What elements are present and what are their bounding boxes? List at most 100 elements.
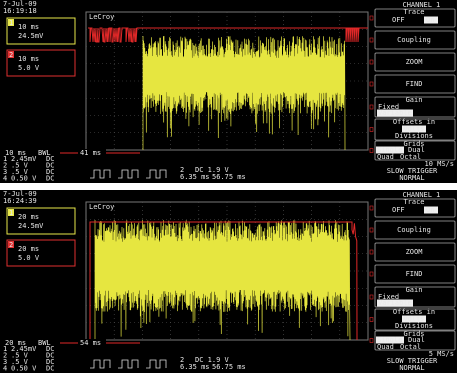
menu-option: Fixed: [378, 293, 399, 301]
timebase: 20 ms: [5, 339, 26, 347]
yellow-trace: [142, 35, 346, 151]
menu-grids-button[interactable]: [374, 330, 456, 351]
bwl: BWL: [38, 149, 51, 157]
menu-gain-button[interactable]: [374, 286, 456, 308]
channel-row-scale: .5 V: [11, 162, 29, 170]
channel-row-scale: 2.45mV: [11, 345, 37, 353]
menu-highlight: [376, 336, 404, 344]
menu-trace-button[interactable]: [374, 8, 456, 28]
channel-number: 2: [9, 51, 13, 59]
channel-row-scale: 0.50 V: [11, 365, 37, 373]
menu-highlight: [376, 146, 404, 154]
trigger-level: DC 1.9 V: [195, 166, 230, 174]
channel-number: 1: [9, 209, 13, 217]
menu-marker: [369, 15, 374, 21]
menu-label: FIND: [406, 80, 423, 88]
menu-marker: [369, 227, 374, 233]
menu-option-selected: Variable: [378, 109, 412, 117]
channel-badge: [8, 51, 14, 58]
menu-marker: [369, 59, 374, 65]
menu-label: Gain: [406, 286, 423, 294]
date: 7-Jul-09: [3, 0, 37, 8]
menu-trace-button[interactable]: [374, 198, 456, 218]
cursor-bg: [78, 149, 106, 157]
menu-marker: [369, 104, 374, 110]
channel-box: [6, 49, 76, 77]
trigger-delay: 6.35 ms: [180, 173, 210, 181]
menu-option-selected: On: [426, 206, 434, 214]
trigger-icons: [90, 169, 167, 179]
menu-label: ZOOM: [406, 248, 423, 256]
menu-label: Coupling: [397, 226, 431, 234]
menu-marker: [369, 271, 374, 277]
channel-row-number: 1: [3, 345, 7, 353]
channel-row-coupling: DC: [46, 168, 54, 176]
menu-option-selected: Single: [377, 336, 402, 344]
channel-row-coupling: DC: [46, 155, 54, 163]
menu-gain-button[interactable]: [374, 96, 456, 118]
date: 7-Jul-09: [3, 190, 37, 198]
channel-scale: 24.5mV: [18, 222, 44, 230]
menu-marker: [369, 317, 374, 322]
menu-option-selected: Volts: [403, 125, 424, 133]
channel-row-number: 3: [3, 168, 7, 176]
red-trace: [88, 27, 368, 43]
menu-option-selected: Single: [377, 146, 402, 154]
menu-label: ZOOM: [406, 58, 423, 66]
channel-box: [6, 17, 76, 45]
menu-marker: [369, 37, 374, 43]
menu-find-button[interactable]: [374, 264, 456, 284]
menu-coupling-button[interactable]: [374, 30, 456, 50]
menu-option: Dual: [408, 146, 425, 154]
menu-label: Gain: [406, 96, 423, 104]
bwl: BWL: [38, 339, 51, 347]
trigger-mode: SLOW TRIGGER: [387, 357, 438, 365]
menu-option-selected: Volts: [403, 315, 424, 323]
menu-marker: [369, 205, 374, 211]
menu-marker: [369, 81, 374, 87]
channel-box: [6, 239, 76, 267]
menu-label: Coupling: [397, 36, 431, 44]
menu-option: Quad: [377, 343, 394, 351]
menu-coupling-button[interactable]: [374, 220, 456, 240]
channel-row-scale: .5 V: [11, 168, 29, 176]
menu-zoom-button[interactable]: [374, 242, 456, 262]
cursor: 54 ms: [80, 339, 101, 347]
trigger-level: DC 1.9 V: [195, 356, 230, 364]
menu-marker: [369, 127, 374, 132]
menu-label: FIND: [406, 270, 423, 278]
channel-scale: 5.0 V: [18, 64, 40, 72]
channel-row-coupling: DC: [46, 358, 54, 366]
channel-row-scale: .5 V: [11, 352, 29, 360]
menu-option-selected: Variable: [378, 299, 412, 307]
menu-marker: [369, 249, 374, 255]
menu-label: Grids: [403, 140, 424, 148]
menu-title: CHANNEL: [402, 191, 432, 199]
channel-row-coupling: DC: [46, 175, 54, 183]
menu-option: OFF: [392, 16, 405, 24]
menu-offsets-button[interactable]: [374, 308, 456, 331]
channel-scale: 24.5mV: [18, 32, 44, 40]
menu-marker: [369, 294, 374, 300]
menu-grids-button[interactable]: [374, 140, 456, 161]
channel-row-number: 1: [3, 155, 7, 163]
menu-highlight: [402, 125, 426, 133]
trigger-source: 2: [180, 166, 184, 174]
menu-highlight: [424, 16, 438, 24]
trigger-mode: SLOW TRIGGER: [387, 167, 438, 175]
menu-title: CHANNEL: [402, 1, 432, 9]
channel-row-coupling: DC: [46, 345, 54, 353]
menu-offsets-button[interactable]: [374, 118, 456, 141]
menu-zoom-button[interactable]: [374, 52, 456, 72]
channel-scale: 5.0 V: [18, 254, 40, 262]
menu-find-button[interactable]: [374, 74, 456, 94]
channel-row-scale: 2.45mV: [11, 155, 37, 163]
channel-number: 1: [9, 19, 13, 27]
trigger-icons: [90, 359, 167, 369]
time: 16:24:39: [3, 197, 37, 205]
menu-marker: [369, 148, 374, 153]
sample-rate: 5 MS/s: [429, 350, 454, 358]
